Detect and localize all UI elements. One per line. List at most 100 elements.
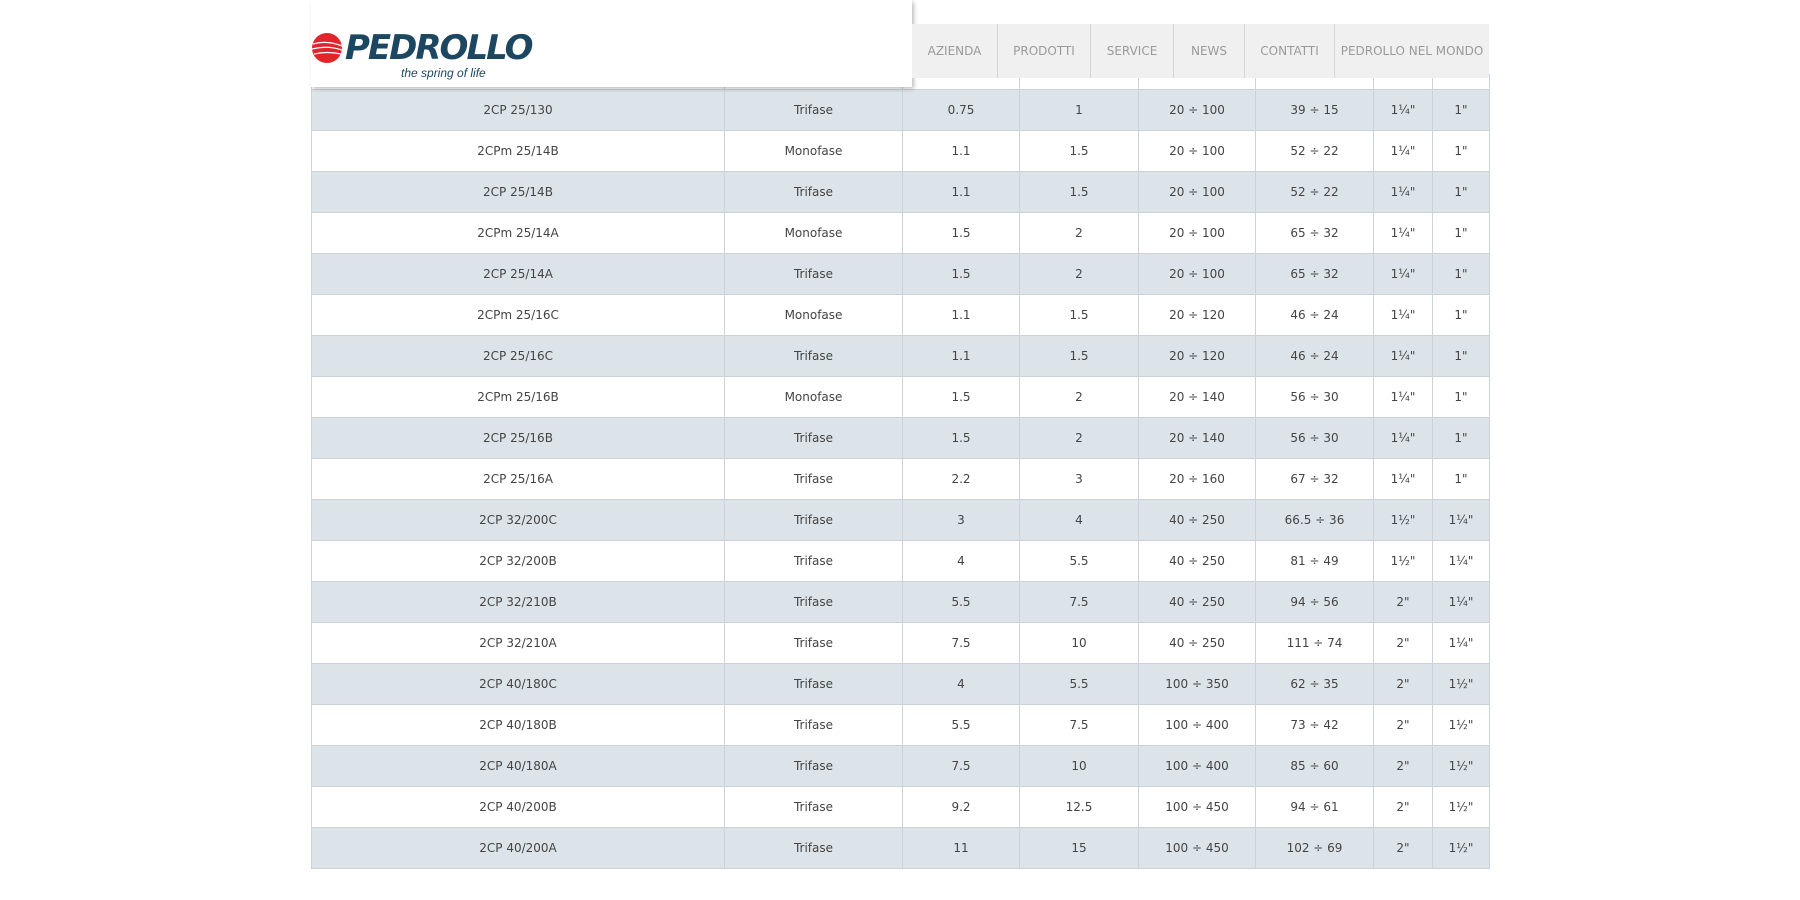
table-row: 2CPm 25/16C Monofase 1.1 1.5 20 ÷ 120 46 ÷ 24… — [311, 294, 1490, 336]
cell-model: 2CPm 25/16C — [311, 294, 725, 336]
table-row: 2CP 40/180C Trifase 4 5.5 100 ÷ 350 62 ÷ 35 2"… — [311, 663, 1490, 705]
cell-model: 2CP 25/14B — [311, 171, 725, 213]
cell-inlet: 1¼" — [1373, 417, 1433, 459]
table-row: 2CP 40/200A Trifase 11 15 100 ÷ 450 102 ÷ 69 2… — [311, 827, 1490, 869]
cell-model: 2CP 32/200C — [311, 499, 725, 541]
cell-kw: 11 — [902, 827, 1020, 869]
nav-prodotti[interactable]: PRODOTTI — [998, 24, 1091, 78]
cell-head: 85 ÷ 60 — [1255, 745, 1374, 787]
cell-inlet: 2" — [1373, 581, 1433, 623]
cell-phase: Trifase — [724, 171, 903, 213]
table-row: 2CPm 25/14A Monofase 1.5 2 20 ÷ 100 65 ÷ 32 1¼… — [311, 212, 1490, 254]
table-row: 2CP 25/16A Trifase 2.2 3 20 ÷ 160 67 ÷ 32 1¼" 1… — [311, 458, 1490, 500]
cell-phase: Monofase — [724, 212, 903, 254]
cell-hp: 3 — [1019, 458, 1139, 500]
cell-model: 2CP 32/210A — [311, 622, 725, 664]
nav-service[interactable]: SERVICE — [1091, 24, 1174, 78]
cell-head: 56 ÷ 30 — [1255, 376, 1374, 418]
cell-hp: 15 — [1019, 827, 1139, 869]
cell-head: 39 ÷ 15 — [1255, 89, 1374, 131]
cell-outlet: 1½" — [1432, 745, 1490, 787]
cell-head: 81 ÷ 49 — [1255, 540, 1374, 582]
cell-model: 2CP 32/210B — [311, 581, 725, 623]
cell-model: 2CP 40/200A — [311, 827, 725, 869]
header-logo-area: PEDROLLO the spring of life — [311, 0, 912, 87]
cell-kw: 3 — [902, 499, 1020, 541]
table-row: 2CP 40/180B Trifase 5.5 7.5 100 ÷ 400 73 ÷ 42… — [311, 704, 1490, 746]
cell-kw: 9.2 — [902, 786, 1020, 828]
cell-model: 2CPm 25/14B — [311, 130, 725, 172]
cell-phase: Monofase — [724, 294, 903, 336]
cell-phase: Monofase — [724, 130, 903, 172]
cell-head: 52 ÷ 22 — [1255, 171, 1374, 213]
cell-outlet: 1" — [1432, 130, 1490, 172]
cell-phase: Monofase — [724, 376, 903, 418]
cell-flow: 20 ÷ 160 — [1138, 458, 1256, 500]
nav-news[interactable]: NEWS — [1174, 24, 1245, 78]
cell-phase: Trifase — [724, 704, 903, 746]
cell-head: 94 ÷ 56 — [1255, 581, 1374, 623]
cell-outlet: 1" — [1432, 376, 1490, 418]
cell-hp: 1.5 — [1019, 130, 1139, 172]
cell-outlet: 1½" — [1432, 786, 1490, 828]
cell-model: 2CP 25/16B — [311, 417, 725, 459]
cell-head: 102 ÷ 69 — [1255, 827, 1374, 869]
cell-phase: Trifase — [724, 335, 903, 377]
logo-wordmark: PEDROLLO — [345, 28, 533, 68]
cell-phase: Trifase — [724, 827, 903, 869]
cell-flow: 20 ÷ 120 — [1138, 335, 1256, 377]
cell-hp: 12.5 — [1019, 786, 1139, 828]
cell-inlet: 1¼" — [1373, 212, 1433, 254]
cell-head: 73 ÷ 42 — [1255, 704, 1374, 746]
cell-model: 2CPm 25/14A — [311, 212, 725, 254]
cell-phase: Trifase — [724, 622, 903, 664]
table-row: 2CP 25/16C Trifase 1.1 1.5 20 ÷ 120 46 ÷ 24 1¼… — [311, 335, 1490, 377]
cell-inlet: 1¼" — [1373, 376, 1433, 418]
nav-pedrollo-nel-mondo[interactable]: PEDROLLO NEL MONDO — [1340, 44, 1484, 58]
nav-contatti[interactable]: CONTATTI — [1245, 24, 1335, 78]
cell-kw: 4 — [902, 540, 1020, 582]
cell-outlet: 1" — [1432, 294, 1490, 336]
cell-head: 65 ÷ 32 — [1255, 212, 1374, 254]
cell-flow: 20 ÷ 120 — [1138, 294, 1256, 336]
cell-head: 65 ÷ 32 — [1255, 253, 1374, 295]
logo-tagline: the spring of life — [401, 66, 486, 80]
cell-outlet: 1" — [1432, 171, 1490, 213]
cell-outlet: 1" — [1432, 212, 1490, 254]
cell-model: 2CP 25/14A — [311, 253, 725, 295]
cell-hp: 5.5 — [1019, 663, 1139, 705]
cell-kw: 1.1 — [902, 335, 1020, 377]
pedrollo-logo[interactable]: PEDROLLO the spring of life — [311, 28, 533, 88]
cell-phase: Trifase — [724, 745, 903, 787]
cell-kw: 1.1 — [902, 130, 1020, 172]
cell-kw: 2.2 — [902, 458, 1020, 500]
cell-kw: 0.75 — [902, 89, 1020, 131]
cell-model: 2CPm 25/16B — [311, 376, 725, 418]
cell-head: 67 ÷ 32 — [1255, 458, 1374, 500]
cell-inlet: 2" — [1373, 786, 1433, 828]
cell-outlet: 1" — [1432, 417, 1490, 459]
cell-outlet: 1¼" — [1432, 581, 1490, 623]
cell-phase: Trifase — [724, 89, 903, 131]
nav-azienda[interactable]: AZIENDA — [912, 24, 998, 78]
table-row: 2CP 25/130 Trifase 0.75 1 20 ÷ 100 39 ÷ 15 1¼"… — [311, 89, 1490, 131]
cell-phase: Trifase — [724, 540, 903, 582]
cell-hp: 2 — [1019, 253, 1139, 295]
cell-outlet: 1½" — [1432, 827, 1490, 869]
cell-flow: 20 ÷ 100 — [1138, 212, 1256, 254]
cell-head: 52 ÷ 22 — [1255, 130, 1374, 172]
cell-inlet: 1½" — [1373, 499, 1433, 541]
cell-kw: 7.5 — [902, 622, 1020, 664]
cell-outlet: 1" — [1432, 335, 1490, 377]
cell-inlet: 2" — [1373, 622, 1433, 664]
cell-outlet: 1½" — [1432, 704, 1490, 746]
cell-inlet: 1¼" — [1373, 130, 1433, 172]
cell-inlet: 2" — [1373, 827, 1433, 869]
cell-hp: 1.5 — [1019, 171, 1139, 213]
cell-inlet: 2" — [1373, 745, 1433, 787]
cell-head: 94 ÷ 61 — [1255, 786, 1374, 828]
cell-flow: 40 ÷ 250 — [1138, 581, 1256, 623]
cell-inlet: 1¼" — [1373, 294, 1433, 336]
cell-phase: Trifase — [724, 417, 903, 459]
cell-hp: 7.5 — [1019, 704, 1139, 746]
